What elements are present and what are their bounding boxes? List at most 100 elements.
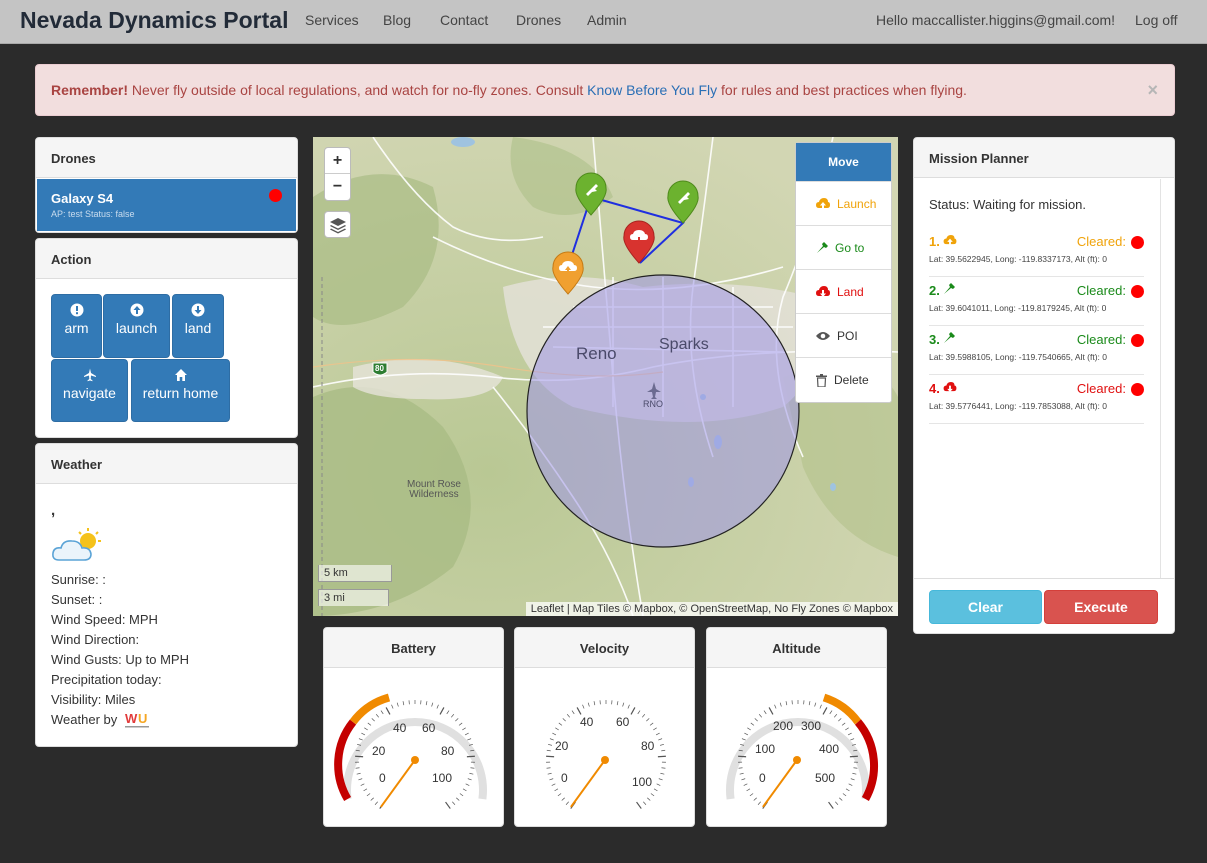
arm-button[interactable]: arm <box>51 294 102 358</box>
gauge-tick <box>643 801 647 805</box>
svg-text:W: W <box>125 711 138 726</box>
gauge-tick <box>853 749 858 752</box>
nav-services[interactable]: Services <box>305 12 359 28</box>
gauge-tick <box>465 783 470 786</box>
mission-status: Status: Waiting for mission. <box>929 197 1087 212</box>
gauge-tick <box>841 722 846 726</box>
gauge-tick <box>739 772 744 775</box>
map-attribution[interactable]: Leaflet | Map Tiles © Mapbox, © OpenStre… <box>525 602 898 616</box>
nav-contact[interactable]: Contact <box>440 12 489 28</box>
map-label-airport: RNO <box>643 399 663 409</box>
gauge-tick <box>546 767 551 769</box>
execute-mission-button[interactable]: Execute <box>1044 590 1158 624</box>
mission-cleared-label: Cleared: <box>1076 381 1126 396</box>
interstate-80-shield <box>372 362 388 376</box>
mission-item[interactable]: 3. Cleared: Lat: 39.5988105, Long: -119.… <box>929 327 1144 375</box>
drones-panel: Drones Galaxy S4 AP: test Status: false <box>35 137 298 233</box>
nav-blog[interactable]: Blog <box>383 12 412 28</box>
user-greeting[interactable]: Hello maccallister.higgins@gmail.com! <box>876 12 1116 28</box>
mission-planner-panel: Mission Planner Status: Waiting for miss… <box>913 137 1175 634</box>
gauge-tick <box>554 788 559 792</box>
gauge-tick <box>571 710 575 715</box>
mission-item[interactable]: 4. Cleared: Lat: 39.5776441, Long: -119.… <box>929 376 1144 424</box>
gauge-tick <box>616 701 619 706</box>
marker-land[interactable] <box>623 220 655 264</box>
gauge-tick <box>468 744 474 746</box>
gauge-tick <box>549 778 554 781</box>
gauge-tick <box>439 707 445 715</box>
tool-goto-label: Go to <box>835 240 865 255</box>
gauge-tick <box>845 727 849 731</box>
drone-status-text: AP: test Status: false <box>51 209 135 219</box>
map-tiles[interactable] <box>313 137 898 616</box>
gauge-tick <box>655 732 660 736</box>
velocity-gauge: 0 20 40 60 80 100 <box>534 700 678 809</box>
mission-path <box>567 195 685 268</box>
map-label-mount-rose: Mount Rose Wilderness <box>407 479 461 500</box>
launch-button[interactable]: launch <box>103 294 170 358</box>
draw-toolbar: Move Launch Go to Land POI Delete <box>795 142 892 403</box>
gauge-tick <box>661 767 666 769</box>
nav-drones[interactable]: Drones <box>516 12 562 28</box>
pushpin-icon <box>944 332 956 343</box>
gauge-tick <box>853 767 858 769</box>
mission-item[interactable]: 2. Cleared: Lat: 39.6041011, Long: -119.… <box>929 278 1144 326</box>
gauge-tick <box>646 718 650 722</box>
marker-waypoint-1[interactable] <box>575 172 607 216</box>
eye-icon <box>816 331 830 340</box>
velocity-tick-40: 40 <box>580 715 594 729</box>
drones-heading: Drones <box>36 138 297 178</box>
gauge-tick <box>637 710 641 715</box>
mission-scrollbar[interactable] <box>1160 179 1161 578</box>
no-fly-zone[interactable] <box>526 274 800 548</box>
tool-land[interactable]: Land <box>796 270 891 314</box>
gauge-tick <box>547 772 552 775</box>
marker-waypoint-2[interactable] <box>667 180 699 224</box>
tool-delete[interactable]: Delete <box>796 358 891 402</box>
gauge-tick <box>551 783 556 786</box>
gauge-tick <box>656 783 661 786</box>
know-before-you-fly-link[interactable]: Know Before You Fly <box>587 82 718 98</box>
return-home-button[interactable]: return home <box>131 359 230 422</box>
zoom-out-button[interactable]: − <box>332 178 343 195</box>
tool-launch[interactable]: Launch <box>796 182 891 226</box>
gauge-tick <box>366 793 371 797</box>
weather-underground-logo[interactable]: W U <box>124 710 152 730</box>
gauge-tick <box>847 732 852 736</box>
tool-land-label: Land <box>837 284 864 299</box>
arrow-down-circle-icon <box>191 303 205 317</box>
gauge-tick <box>659 744 665 746</box>
drone-item-galaxy-s4[interactable]: Galaxy S4 AP: test Status: false <box>37 179 296 231</box>
gauge-tick <box>757 801 761 805</box>
gauge-tick <box>661 749 666 752</box>
brand-title[interactable]: Nevada Dynamics Portal <box>20 7 289 33</box>
sunrise-text: Sunrise: : <box>51 572 106 587</box>
layers-button[interactable] <box>324 211 351 238</box>
logoff-link[interactable]: Log off <box>1135 12 1178 28</box>
gauge-tick <box>649 722 654 726</box>
gauge-tick <box>749 793 754 797</box>
alert-close-button[interactable]: × <box>1147 80 1158 100</box>
tool-poi[interactable]: POI <box>796 314 891 358</box>
battery-tick-20: 20 <box>372 744 386 758</box>
pushpin-icon <box>944 283 956 294</box>
home-icon <box>174 369 187 381</box>
tool-move[interactable]: Move <box>796 143 891 182</box>
mission-map[interactable]: Reno Sparks RNO Mount Rose Wilderness 80… <box>313 137 898 616</box>
navigate-button[interactable]: navigate <box>51 359 128 422</box>
nav-admin[interactable]: Admin <box>587 12 627 28</box>
gauge-tick <box>458 722 463 726</box>
gauge-tick <box>838 718 842 722</box>
return-home-label: return home <box>142 385 219 401</box>
plane-icon <box>83 368 96 382</box>
marker-launch[interactable] <box>552 251 584 295</box>
arm-label: arm <box>64 320 89 336</box>
tool-goto[interactable]: Go to <box>796 226 891 270</box>
clear-mission-button[interactable]: Clear <box>929 590 1042 624</box>
mission-coords: Lat: 39.5622945, Long: -119.8337173, Alt… <box>929 254 1108 264</box>
land-button[interactable]: land <box>172 294 224 358</box>
mission-item[interactable]: 1. Cleared: Lat: 39.5622945, Long: -119.… <box>929 229 1144 277</box>
gauge-tick <box>358 778 363 781</box>
gauge-tick <box>829 710 833 715</box>
zoom-in-button[interactable]: + <box>325 148 350 174</box>
